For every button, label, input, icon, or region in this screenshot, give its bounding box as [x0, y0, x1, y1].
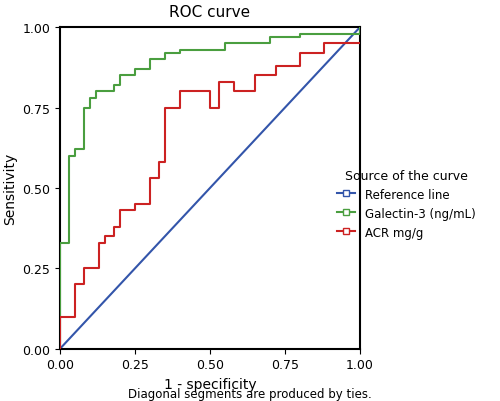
Text: Diagonal segments are produced by ties.: Diagonal segments are produced by ties. [128, 387, 372, 400]
X-axis label: 1 - specificity: 1 - specificity [164, 377, 256, 391]
Y-axis label: Sensitivity: Sensitivity [2, 152, 16, 225]
Legend: Reference line, Galectin-3 (ng/mL), ACR mg/g: Reference line, Galectin-3 (ng/mL), ACR … [333, 165, 480, 244]
Title: ROC curve: ROC curve [170, 5, 250, 20]
